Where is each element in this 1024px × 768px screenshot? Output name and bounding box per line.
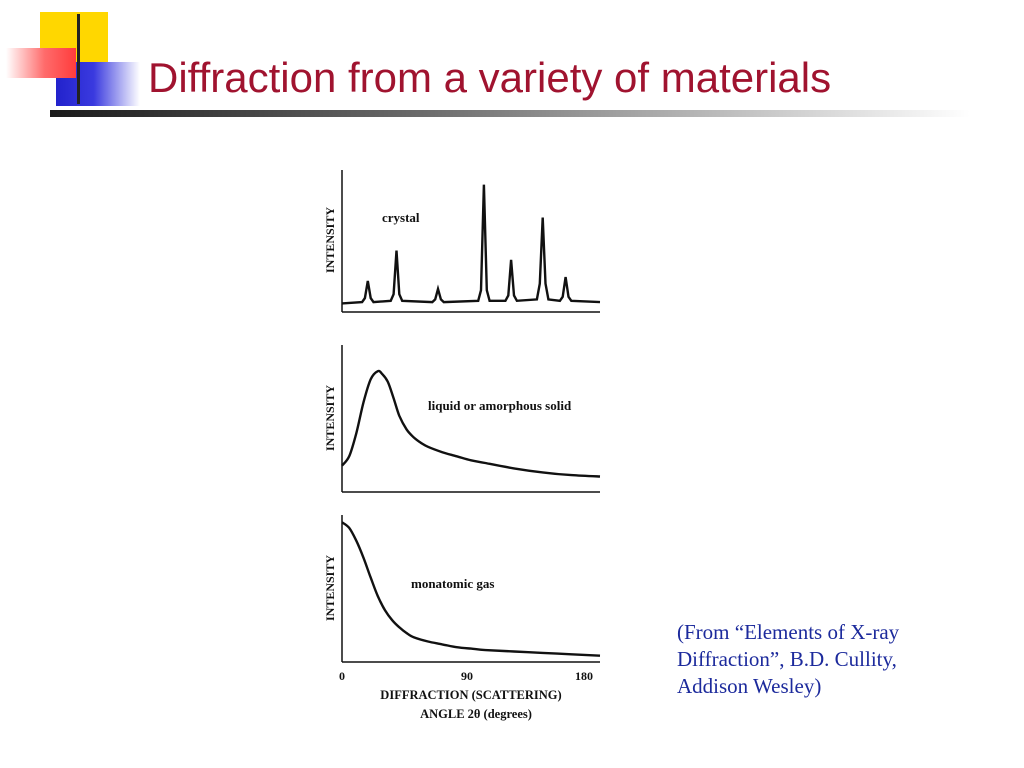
y-axis-label-liquid: INTENSITY (323, 385, 337, 451)
series-label-crystal: crystal (382, 210, 420, 225)
citation-line-2: Diffraction”, B.D. Cullity, (677, 647, 897, 671)
x-tick-0: 0 (339, 669, 345, 683)
panel-liquid: INTENSITY liquid or amorphous solid (323, 345, 601, 493)
curve-liquid (341, 369, 601, 478)
citation-line-1: (From “Elements of X-ray (677, 620, 900, 644)
y-axis-label-gas: INTENSITY (323, 555, 337, 621)
curve-crystal (341, 184, 601, 305)
logo-red-bar (6, 48, 76, 78)
x-axis-label-line2: ANGLE 2θ (degrees) (420, 707, 532, 721)
series-label-liquid: liquid or amorphous solid (428, 398, 572, 413)
panel-crystal: INTENSITY crystal (323, 170, 601, 313)
logo-vertical-line (77, 14, 80, 104)
panel-gas: INTENSITY monatomic gas 0 90 180 DIFFRAC… (323, 515, 601, 721)
diffraction-chart-svg: INTENSITY crystal INTENSITY liquid or am… (323, 170, 601, 721)
x-tick-90: 90 (461, 669, 473, 683)
x-tick-180: 180 (575, 669, 593, 683)
title-rule (50, 110, 970, 117)
slide-title: Diffraction from a variety of materials (148, 54, 832, 101)
curve-gas (341, 521, 601, 657)
y-axis-label-crystal: INTENSITY (323, 207, 337, 273)
x-axis-label-line1: DIFFRACTION (SCATTERING) (380, 688, 561, 702)
citation-line-3: Addison Wesley) (677, 674, 822, 698)
series-label-gas: monatomic gas (411, 576, 494, 591)
logo-decoration (0, 0, 150, 110)
diffraction-figure: INTENSITY crystal INTENSITY liquid or am… (310, 150, 620, 735)
citation: (From “Elements of X-ray Diffraction”, B… (677, 619, 997, 700)
